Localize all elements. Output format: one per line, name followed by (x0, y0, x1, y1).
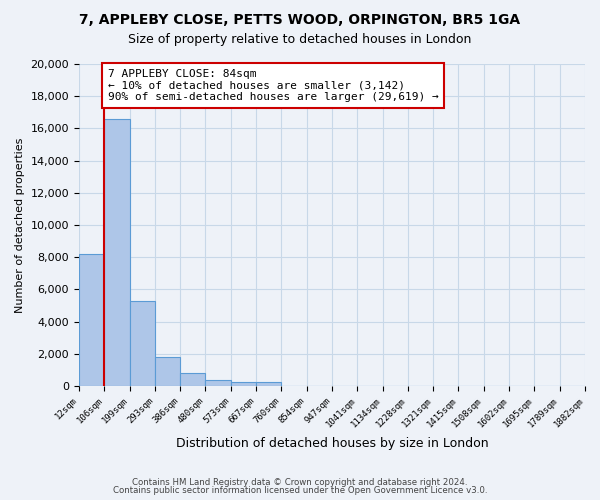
Bar (155, 357, 180, 386)
Bar (180, 373, 205, 386)
Y-axis label: Number of detached properties: Number of detached properties (15, 138, 25, 312)
Bar (104, 118, 130, 386)
Bar (130, 300, 155, 386)
Bar (231, 382, 256, 386)
Bar (205, 380, 231, 386)
Bar (79, 254, 104, 386)
Bar (256, 382, 281, 386)
Text: Contains HM Land Registry data © Crown copyright and database right 2024.: Contains HM Land Registry data © Crown c… (132, 478, 468, 487)
Text: 7, APPLEBY CLOSE, PETTS WOOD, ORPINGTON, BR5 1GA: 7, APPLEBY CLOSE, PETTS WOOD, ORPINGTON,… (79, 12, 521, 26)
Text: Size of property relative to detached houses in London: Size of property relative to detached ho… (128, 32, 472, 46)
Text: Contains public sector information licensed under the Open Government Licence v3: Contains public sector information licen… (113, 486, 487, 495)
Text: 7 APPLEBY CLOSE: 84sqm
← 10% of detached houses are smaller (3,142)
90% of semi-: 7 APPLEBY CLOSE: 84sqm ← 10% of detached… (108, 69, 439, 102)
X-axis label: Distribution of detached houses by size in London: Distribution of detached houses by size … (176, 437, 488, 450)
